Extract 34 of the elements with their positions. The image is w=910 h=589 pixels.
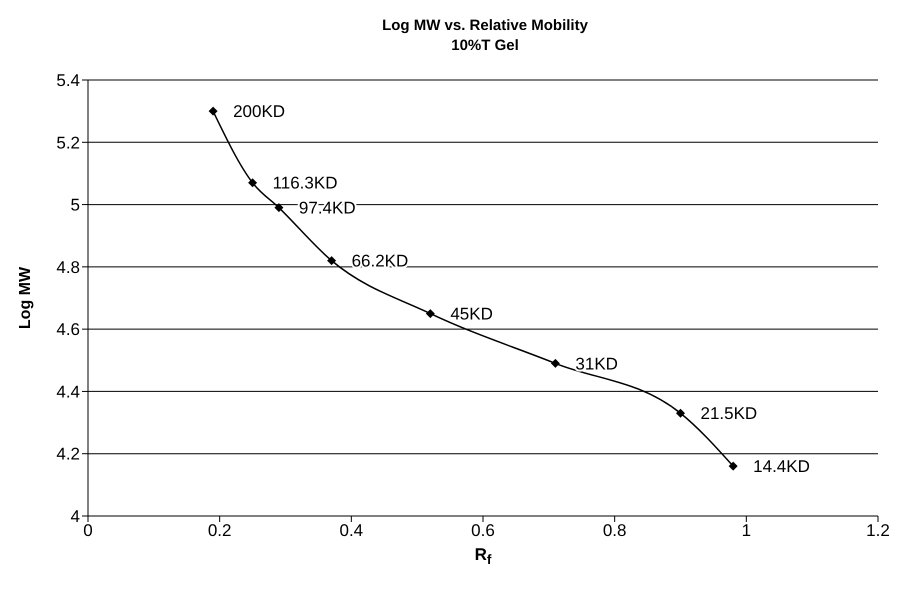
y-tick-label: 4.8 [56, 258, 80, 277]
point [550, 358, 560, 368]
x-tick-label: 0 [83, 521, 93, 540]
point [248, 178, 258, 188]
chart-subtitle: 10%T Gel [451, 37, 519, 54]
chart-title: Log MW vs. Relative Mobility [382, 17, 589, 34]
y-tick-label: 5.4 [56, 71, 80, 90]
y-tick-label: 4 [70, 507, 80, 526]
annotation: 21.5KD [700, 404, 758, 424]
x-axis-title: R$_{f}$ [474, 545, 492, 568]
x-tick-label: 0.4 [340, 521, 364, 540]
x-tick-label: 0.8 [602, 521, 626, 540]
point [676, 408, 685, 418]
point [274, 203, 284, 212]
annotation: 45KD [450, 304, 493, 324]
y-tick-label: 5.2 [56, 133, 80, 152]
y-tick-label: 4.2 [56, 444, 80, 464]
y-tick-label: 5 [70, 196, 80, 215]
x-tick-label: 1.2 [866, 521, 890, 540]
point [208, 106, 218, 116]
y-tick-label: 4.4 [56, 382, 80, 402]
point [728, 462, 738, 471]
annotation: 66.2KD [352, 252, 408, 271]
y-axis-title: Log MW [17, 266, 34, 330]
annotation: 31KD [575, 354, 618, 374]
x-tick-label: 0.6 [471, 521, 495, 540]
point [426, 309, 435, 318]
annotation: 116.3KD [272, 174, 338, 193]
annotation: 200KD [233, 102, 286, 122]
y-tick-label: 4.6 [56, 320, 80, 340]
point [327, 256, 336, 266]
annotation: 14.4KD [753, 457, 810, 476]
x-tick-label: 0.2 [208, 521, 232, 540]
x-tick-label: 1 [742, 521, 752, 540]
